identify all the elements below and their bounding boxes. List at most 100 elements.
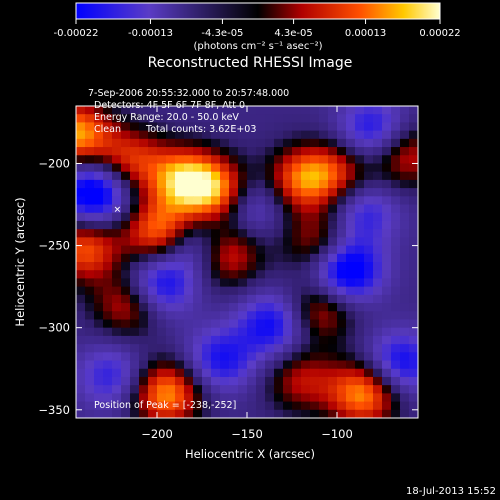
- heatmap-cell: [175, 344, 185, 353]
- heatmap-cell: [94, 327, 104, 337]
- heatmap-cell: [337, 237, 347, 247]
- heatmap-cell: [328, 130, 338, 140]
- heatmap-cell: [328, 122, 338, 132]
- heatmap-cell: [193, 344, 203, 353]
- heatmap-cell: [175, 270, 185, 280]
- heatmap-cell: [103, 196, 113, 206]
- heatmap-cell: [103, 352, 113, 362]
- heatmap-cell: [256, 163, 266, 173]
- heatmap-cell: [247, 204, 257, 214]
- heatmap-cell: [292, 368, 302, 378]
- heatmap-cell: [193, 196, 203, 206]
- heatmap-cell: [85, 188, 95, 197]
- heatmap-cell: [85, 106, 95, 115]
- heatmap-cell: [130, 138, 140, 148]
- heatmap-cell: [355, 179, 365, 189]
- heatmap-cell: [220, 352, 230, 362]
- heatmap-cell: [265, 155, 275, 165]
- heatmap-cell: [328, 294, 338, 304]
- heatmap-cell: [373, 204, 383, 214]
- heatmap-cell: [157, 196, 167, 206]
- heatmap-cell: [373, 196, 383, 206]
- heatmap-cell: [229, 270, 239, 280]
- heatmap-cell: [121, 409, 131, 418]
- heatmap-cell: [211, 376, 221, 386]
- heatmap-cell: [346, 278, 356, 288]
- heatmap-cell: [355, 385, 365, 394]
- y-tick-label: −350: [38, 403, 70, 417]
- heatmap-cell: [175, 171, 185, 181]
- heatmap-cell: [130, 130, 140, 140]
- heatmap-cell: [337, 245, 347, 255]
- heatmap-cell: [382, 344, 392, 353]
- heatmap-cell: [265, 344, 275, 353]
- heatmap-cell: [310, 278, 320, 288]
- heatmap-cell: [355, 106, 365, 115]
- heatmap-cell: [202, 385, 212, 394]
- heatmap-cell: [85, 376, 95, 386]
- heatmap-cell: [139, 138, 149, 148]
- heatmap-cell: [319, 138, 329, 148]
- heatmap-cell: [85, 294, 95, 304]
- heatmap-cell: [292, 319, 302, 329]
- heatmap-cell: [409, 106, 418, 115]
- heatmap-cell: [157, 114, 167, 124]
- heatmap-cell: [391, 393, 401, 403]
- heatmap-cell: [274, 147, 284, 156]
- heatmap-cell: [400, 335, 410, 345]
- heatmap-cell: [391, 138, 401, 148]
- heatmap-cell: [337, 130, 347, 140]
- heatmap-cell: [94, 229, 104, 238]
- heatmap-cell: [139, 262, 149, 271]
- heatmap-cell: [328, 114, 338, 124]
- heatmap-cell: [166, 376, 176, 386]
- heatmap-cell: [148, 130, 158, 140]
- heatmap-cell: [292, 188, 302, 197]
- heatmap-cell: [121, 270, 131, 280]
- heatmap-cell: [175, 114, 185, 124]
- heatmap-cell: [391, 122, 401, 132]
- heatmap-cell: [274, 122, 284, 132]
- heatmap-cell: [310, 376, 320, 386]
- heatmap-cell: [175, 385, 185, 394]
- heatmap-cell: [166, 253, 176, 263]
- heatmap-cell: [382, 204, 392, 214]
- heatmap-cell: [274, 368, 284, 378]
- heatmap-cell: [211, 311, 221, 321]
- y-axis-ticks: −200 −250 −300 −350: [38, 156, 418, 417]
- heatmap-cell: [337, 335, 347, 345]
- heatmap-cell: [76, 270, 86, 280]
- heatmap: [76, 106, 418, 418]
- x-tick-label: −100: [321, 427, 353, 441]
- heatmap-cell: [157, 179, 167, 189]
- heatmap-cell: [409, 163, 418, 173]
- heatmap-cell: [166, 237, 176, 247]
- heatmap-cell: [355, 130, 365, 140]
- heatmap-cell: [220, 147, 230, 156]
- heatmap-cell: [337, 409, 347, 418]
- heatmap-cell: [76, 286, 86, 296]
- heatmap-cell: [265, 147, 275, 156]
- heatmap-cell: [85, 114, 95, 124]
- heatmap-cell: [337, 138, 347, 148]
- heatmap-cell: [229, 368, 239, 378]
- heatmap-cell: [139, 130, 149, 140]
- heatmap-cell: [391, 262, 401, 271]
- clean-label: Clean: [94, 124, 121, 135]
- heatmap-cell: [121, 196, 131, 206]
- heatmap-cell: [148, 303, 158, 312]
- heatmap-cell: [319, 130, 329, 140]
- heatmap-cell: [400, 352, 410, 362]
- heatmap-cell: [346, 344, 356, 353]
- heatmap-cell: [202, 376, 212, 386]
- heatmap-cell: [256, 385, 266, 394]
- heatmap-cell: [382, 278, 392, 288]
- heatmap-cell: [76, 319, 86, 329]
- heatmap-cell: [85, 385, 95, 394]
- heatmap-cell: [283, 360, 293, 370]
- heatmap-cell: [220, 401, 230, 411]
- heatmap-cell: [139, 401, 149, 411]
- heatmap-cell: [391, 311, 401, 321]
- heatmap-cell: [274, 196, 284, 206]
- heatmap-cell: [202, 122, 212, 132]
